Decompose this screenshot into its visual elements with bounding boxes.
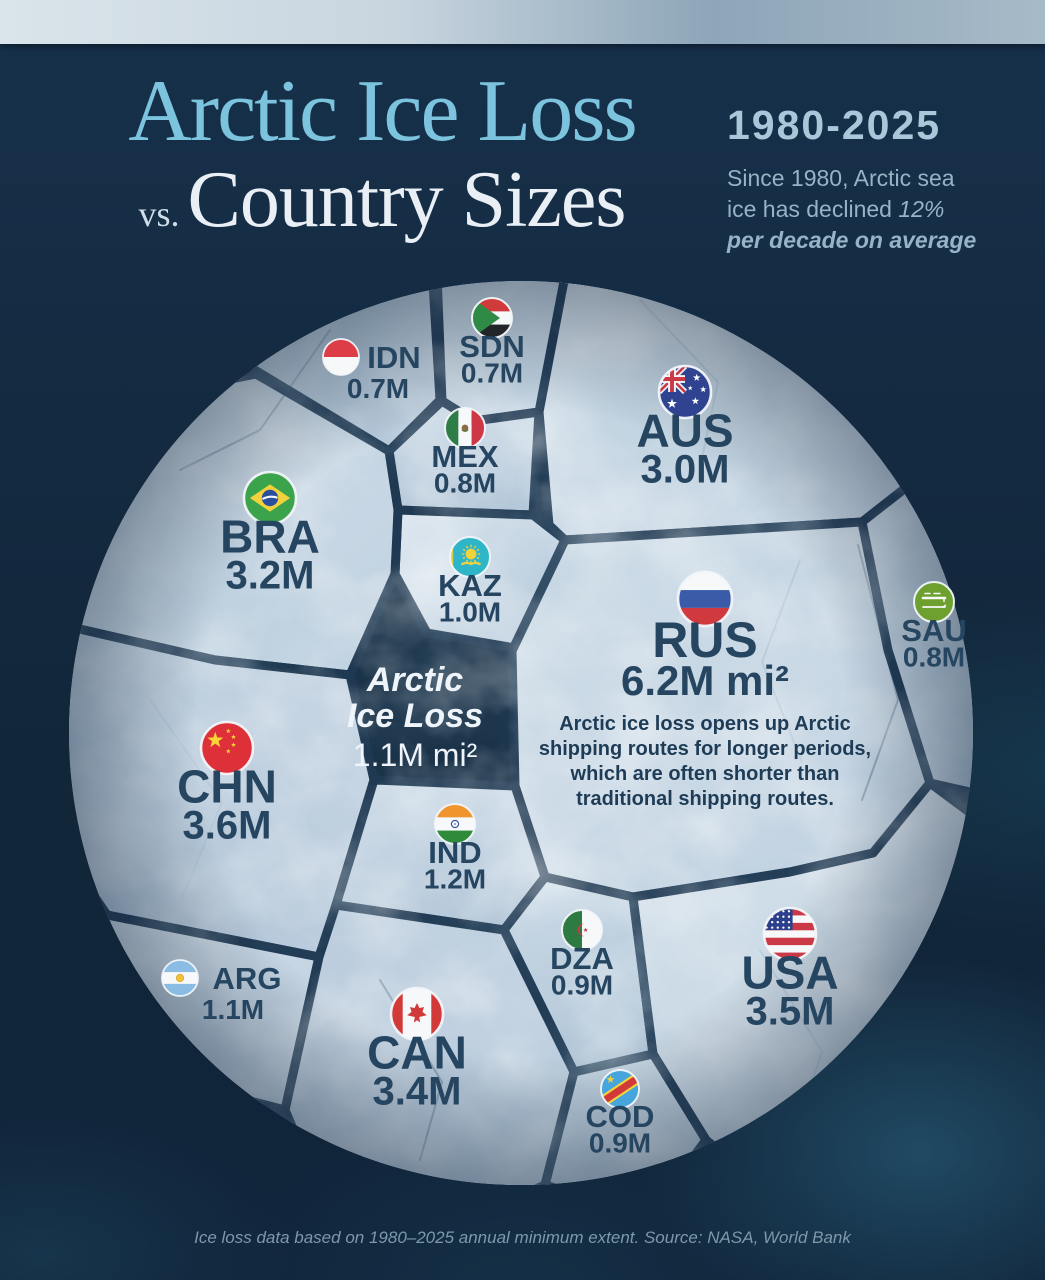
title-line1: Arctic Ice Loss	[128, 63, 638, 160]
subtitle-line2b: 12%	[898, 196, 945, 222]
country-code-kaz: KAZ	[438, 568, 502, 603]
country-code-chn: CHN	[177, 761, 277, 813]
indonesia-flag-icon	[322, 338, 360, 376]
country-value-bra: 3.2M	[226, 554, 315, 598]
algeria-flag-icon	[561, 909, 603, 951]
country-value-aus: 3.0M	[641, 448, 730, 492]
title-line2: vs. Country Sizes	[62, 160, 702, 240]
country-value-sdn: 0.7M	[461, 357, 523, 388]
country-code-aus: AUS	[636, 405, 733, 457]
country-value-ind: 1.2M	[424, 863, 486, 894]
country-code-mex: MEX	[431, 439, 499, 474]
center-line1: Arctic	[366, 661, 464, 699]
country-value-can: 3.4M	[373, 1070, 462, 1114]
country-code-dza: DZA	[550, 941, 614, 976]
saudi-arabia-flag-icon	[913, 581, 955, 623]
note-line2: shipping routes for longer periods,	[538, 738, 872, 760]
dr-congo-flag-icon	[600, 1069, 640, 1109]
subtitle-line3: per decade on average	[727, 227, 977, 253]
country-value-arg: 1.1M	[202, 994, 264, 1025]
title-line2-text: Country Sizes	[187, 156, 626, 245]
title-vs: vs.	[138, 194, 180, 235]
subtitle-line2a: ice has declined	[727, 196, 899, 222]
india-flag-icon	[434, 803, 476, 845]
country-code-sdn: SDN	[459, 329, 524, 364]
country-code-can: CAN	[367, 1027, 467, 1079]
country-value-rus: 6.2M mi²	[621, 657, 789, 704]
country-code-idn: IDN	[367, 340, 420, 375]
page-title: Arctic Ice Loss vs. Country Sizes	[62, 63, 702, 240]
kazakhstan-flag-icon	[449, 536, 491, 578]
period-block: 1980-2025 Since 1980, Arctic sea ice has…	[727, 102, 1007, 256]
china-flag-icon	[199, 720, 255, 776]
note-line3: which are often shorter than	[570, 763, 840, 785]
country-value-usa: 3.5M	[746, 990, 835, 1034]
country-code-bra: BRA	[220, 511, 320, 563]
period-label: 1980-2025	[727, 102, 942, 148]
center-line2: Ice Loss	[346, 697, 484, 735]
country-value-idn: 0.7M	[347, 373, 409, 404]
russia-flag-icon	[676, 570, 734, 628]
note-line1: Arctic ice loss opens up Arctic	[559, 713, 851, 735]
subtitle: Since 1980, Arctic sea ice has declined …	[727, 163, 1007, 256]
country-value-sau: 0.8M	[903, 641, 965, 672]
source-footnote: Ice loss data based on 1980–2025 annual …	[194, 1228, 851, 1247]
country-code-ind: IND	[428, 835, 481, 870]
country-value-mex: 0.8M	[434, 467, 496, 498]
country-code-sau: SAU	[901, 613, 966, 648]
canada-flag-icon	[389, 986, 445, 1042]
ice-photo-strip	[0, 0, 1045, 44]
country-value-cod: 0.9M	[589, 1127, 651, 1158]
australia-flag-icon	[657, 364, 713, 420]
mexico-flag-icon	[444, 407, 486, 449]
country-value-chn: 3.6M	[183, 804, 272, 848]
country-code-cod: COD	[586, 1099, 655, 1134]
country-value-dza: 0.9M	[551, 969, 613, 1000]
sudan-flag-icon	[471, 297, 513, 339]
country-code-usa: USA	[741, 947, 838, 999]
arctic-ice-loss-label: Arctic Ice Loss 1.1M mi²	[300, 662, 530, 774]
center-value: 1.1M mi²	[352, 737, 478, 773]
brazil-flag-icon	[242, 470, 298, 526]
country-code-rus: RUS	[652, 612, 758, 668]
country-code-arg: ARG	[213, 961, 282, 996]
subtitle-line1: Since 1980, Arctic sea	[727, 165, 955, 191]
argentina-flag-icon	[161, 959, 199, 997]
country-value-kaz: 1.0M	[439, 596, 501, 627]
shipping-routes-note: Arctic ice loss opens up Arctic shipping…	[535, 712, 875, 812]
note-line4: traditional shipping routes.	[576, 788, 834, 810]
